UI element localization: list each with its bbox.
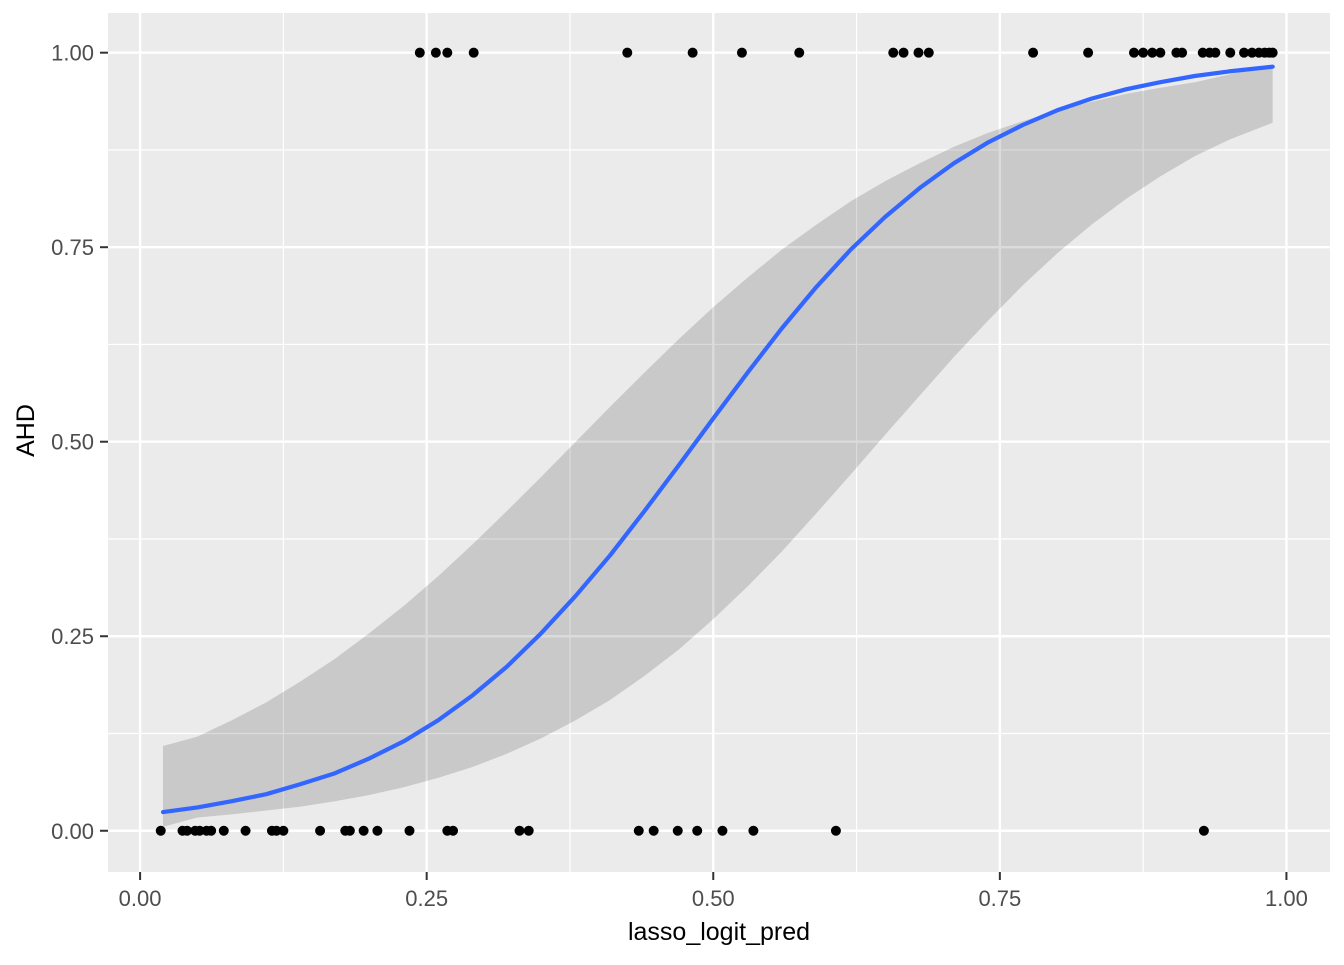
x-tick-label: 0.75 [978, 886, 1021, 911]
data-point [414, 47, 425, 58]
data-point [923, 47, 934, 58]
data-point [468, 47, 479, 58]
data-point [315, 825, 326, 836]
x-tick-label: 0.00 [119, 886, 162, 911]
data-point [1177, 47, 1188, 58]
axes-layer: 0.00 0.25 0.50 0.75 1.00 0.00 0.25 0.50 0.75 1.00… [12, 41, 1308, 946]
data-point [913, 47, 924, 58]
data-point [448, 825, 459, 836]
y-tick-label: 0.50 [51, 430, 94, 455]
smooth-curve [160, 64, 1275, 815]
data-point [717, 825, 728, 836]
data-point [1155, 47, 1166, 58]
data-point [523, 825, 534, 836]
data-point [344, 825, 355, 836]
data-point [206, 825, 217, 836]
data-points-layer [155, 47, 1278, 836]
data-point [692, 825, 703, 836]
data-point [514, 825, 525, 836]
data-point [1028, 47, 1039, 58]
confidence-band-layer [163, 64, 1273, 827]
data-point [1198, 825, 1209, 836]
data-point [1138, 47, 1149, 58]
data-point [1247, 47, 1258, 58]
x-tick-label: 1.00 [1265, 886, 1308, 911]
data-point [218, 825, 229, 836]
x-tick-label: 0.50 [692, 886, 735, 911]
data-point [194, 825, 205, 836]
y-axis-title: AHD [12, 404, 40, 457]
data-point [888, 47, 899, 58]
y-tick-label: 0.00 [51, 819, 94, 844]
data-point [687, 47, 698, 58]
y-tick-label: 1.00 [51, 41, 94, 66]
y-tick-label: 0.75 [51, 235, 94, 260]
data-point [1210, 47, 1221, 58]
data-point [672, 825, 683, 836]
data-point [1197, 47, 1208, 58]
data-point [748, 825, 759, 836]
y-tick-label: 0.25 [51, 624, 94, 649]
x-tick-label: 0.25 [405, 886, 448, 911]
data-point [794, 47, 805, 58]
data-point [1128, 47, 1139, 58]
data-point [1239, 47, 1250, 58]
data-point [648, 825, 659, 836]
data-point [430, 47, 441, 58]
data-point [898, 47, 909, 58]
data-point [1225, 47, 1236, 58]
data-point [442, 47, 453, 58]
data-point [830, 825, 841, 836]
data-point [404, 825, 415, 836]
data-point [622, 47, 633, 58]
data-point [1083, 47, 1094, 58]
data-point [155, 825, 166, 836]
data-point [358, 825, 369, 836]
data-point [271, 825, 282, 836]
confidence-band [163, 64, 1273, 827]
data-point [736, 47, 747, 58]
data-point [278, 825, 289, 836]
data-point [1147, 47, 1158, 58]
data-point [372, 825, 383, 836]
x-axis-title: lasso_logit_pred [628, 918, 810, 946]
data-point [182, 825, 193, 836]
data-point [633, 825, 644, 836]
data-point [240, 825, 251, 836]
smooth-line-layer [160, 64, 1275, 815]
data-point [1267, 47, 1278, 58]
